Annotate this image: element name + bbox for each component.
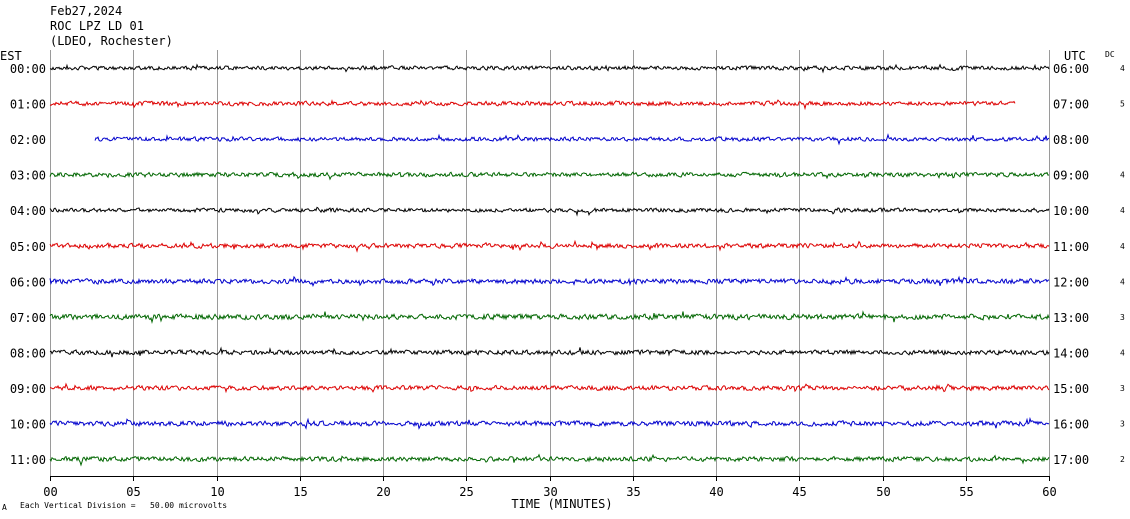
dc-value-label: 3 <box>1120 420 1125 429</box>
x-tick-label: 50 <box>876 485 890 499</box>
dc-axis-label: DC <box>1105 50 1115 59</box>
x-tick-label: 35 <box>626 485 640 499</box>
est-time-label: 07:00 <box>10 311 46 325</box>
seismic-trace <box>49 99 1016 111</box>
grid <box>50 50 1050 476</box>
utc-time-label: 11:00 <box>1053 240 1089 254</box>
dc-value-label: 5 <box>1120 100 1125 109</box>
utc-time-label: 17:00 <box>1053 453 1089 467</box>
footer-mark: A <box>2 503 7 512</box>
dc-value-label: 4 <box>1120 206 1125 215</box>
utc-time-label: 15:00 <box>1053 382 1089 396</box>
x-tick-label: 10 <box>210 485 224 499</box>
seismic-trace <box>94 133 1050 146</box>
seismic-trace <box>49 63 1050 74</box>
seismic-trace <box>49 171 1050 181</box>
est-time-label: 11:00 <box>10 453 46 467</box>
utc-axis-label: UTC <box>1064 49 1086 63</box>
est-axis-label: EST <box>0 49 22 63</box>
utc-time-label: 08:00 <box>1053 133 1089 147</box>
x-tick-label: 55 <box>959 485 973 499</box>
seismic-trace <box>49 382 1050 394</box>
x-tick-label: 20 <box>376 485 390 499</box>
est-time-label: 06:00 <box>10 275 46 289</box>
trace-group <box>49 63 1050 467</box>
station-label: ROC LPZ LD 01 <box>50 19 144 33</box>
est-time-label: 03:00 <box>10 169 46 183</box>
dc-value-label: 4 <box>1120 171 1125 180</box>
x-axis: 00 05 10 15 20 25 30 35 40 45 50 55 60 <box>43 476 1057 499</box>
x-tick-label: 45 <box>792 485 806 499</box>
seismic-trace <box>49 453 1050 467</box>
utc-time-label: 06:00 <box>1053 62 1089 76</box>
x-tick-label: 60 <box>1042 485 1056 499</box>
seismic-trace <box>49 346 1050 358</box>
x-tick-label: 30 <box>543 485 557 499</box>
est-time-label: 09:00 <box>10 382 46 396</box>
dc-value-label: 4 <box>1120 348 1125 357</box>
est-time-label: 08:00 <box>10 346 46 360</box>
vertical-division-note: Each Vertical Division = 50.00 microvolt… <box>20 501 227 510</box>
x-axis-title: TIME (MINUTES) <box>511 497 612 511</box>
row-label-group: 00:00 06:00 4 01:00 07:00 5 02:00 08:00 03:00 09:… <box>10 62 1125 467</box>
seismic-trace <box>49 239 1050 253</box>
utc-time-label: 07:00 <box>1053 98 1089 112</box>
x-tick-label: 40 <box>709 485 723 499</box>
x-tick-label: 15 <box>293 485 307 499</box>
utc-time-label: 13:00 <box>1053 311 1089 325</box>
dc-value-label: 3 <box>1120 384 1125 393</box>
est-time-label: 10:00 <box>10 418 46 432</box>
est-time-label: 00:00 <box>10 62 46 76</box>
seismic-trace <box>49 206 1050 217</box>
date-label: Feb27,2024 <box>50 4 122 18</box>
utc-time-label: 14:00 <box>1053 346 1089 360</box>
utc-time-label: 10:00 <box>1053 204 1089 218</box>
dc-value-label: 2 <box>1120 455 1125 464</box>
utc-time-label: 09:00 <box>1053 169 1089 183</box>
dc-value-label: 4 <box>1120 64 1125 73</box>
est-time-label: 04:00 <box>10 204 46 218</box>
est-time-label: 01:00 <box>10 98 46 112</box>
dc-value-label: 4 <box>1120 277 1125 286</box>
x-tick-label: 00 <box>43 485 57 499</box>
x-tick-label: 25 <box>459 485 473 499</box>
seismic-trace <box>49 275 1050 287</box>
est-time-label: 02:00 <box>10 133 46 147</box>
utc-time-label: 12:00 <box>1053 275 1089 289</box>
dc-value-label: 4 <box>1120 242 1125 251</box>
x-tick-label: 05 <box>126 485 140 499</box>
dc-value-label: 3 <box>1120 313 1125 322</box>
seismic-trace <box>49 310 1050 324</box>
est-time-label: 05:00 <box>10 240 46 254</box>
seismic-trace <box>49 416 1050 430</box>
utc-time-label: 16:00 <box>1053 418 1089 432</box>
network-label: (LDEO, Rochester) <box>50 34 173 48</box>
